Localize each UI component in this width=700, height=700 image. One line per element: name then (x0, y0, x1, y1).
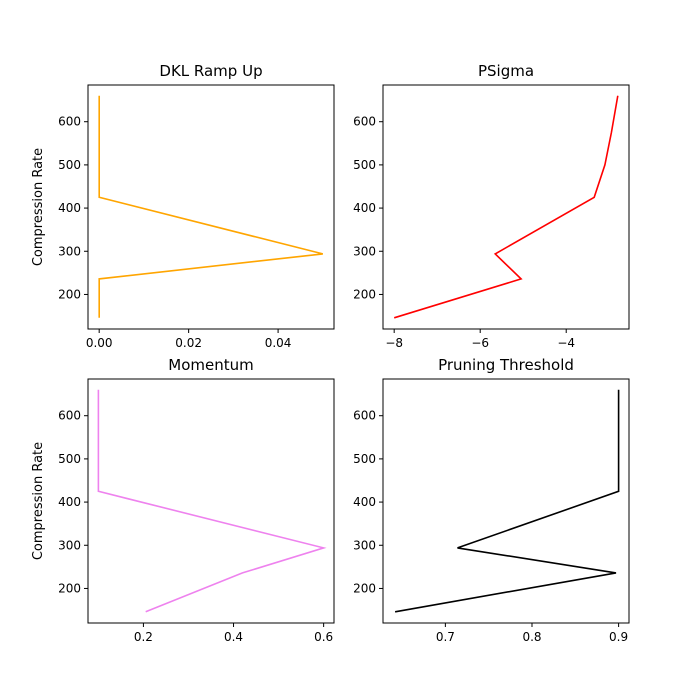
x-tick-label: −8 (385, 336, 403, 350)
x-tick-label: 0.02 (175, 336, 202, 350)
y-tick-label: 400 (58, 495, 81, 509)
x-tick-label: 0.2 (134, 630, 153, 644)
series-line (98, 95, 323, 318)
y-tick-label: 200 (58, 581, 81, 595)
x-tick-label: 0.8 (522, 630, 541, 644)
y-axis-label: Compression Rate (31, 148, 46, 266)
axes-frame (87, 378, 335, 624)
x-tick-label: 0.9 (609, 630, 628, 644)
x-tick-label: 0.4 (224, 630, 243, 644)
series-line (97, 389, 327, 613)
y-tick-label: 400 (58, 201, 81, 215)
y-tick-label: 600 (353, 409, 376, 423)
y-tick-label: 600 (58, 409, 81, 423)
y-tick-label: 400 (353, 495, 376, 509)
subplot-title: DKL Ramp Up (159, 62, 262, 80)
y-tick-label: 500 (58, 452, 81, 466)
y-tick-label: 200 (58, 287, 81, 301)
axes-frame (382, 84, 630, 330)
y-tick-label: 200 (353, 287, 376, 301)
x-tick-label: −6 (471, 336, 489, 350)
y-tick-label: 300 (353, 538, 376, 552)
y-tick-label: 300 (58, 538, 81, 552)
x-tick-label: 0.00 (86, 336, 113, 350)
subplot-psigma: PSigma −8 −6 −4 200 300 400 500 600 (353, 62, 630, 350)
axes-frame (382, 378, 630, 624)
y-tick-label: 600 (353, 115, 376, 129)
subplot-pruning-threshold: Pruning Threshold 0.7 0.8 0.9 200 300 400 500 6… (353, 356, 630, 644)
x-tick-label: 0.7 (436, 630, 455, 644)
subplot-title: Momentum (168, 356, 253, 374)
axes-frame (87, 84, 335, 330)
y-tick-label: 500 (58, 158, 81, 172)
subplot-momentum: Momentum Compression Rate 0.2 0.4 0.6 200 30… (31, 356, 335, 644)
y-tick-label: 300 (58, 244, 81, 258)
y-tick-label: 300 (353, 244, 376, 258)
series-line (393, 95, 619, 319)
y-axis-label: Compression Rate (31, 442, 46, 560)
y-tick-label: 400 (353, 201, 376, 215)
series-line (394, 389, 620, 613)
y-tick-label: 500 (353, 158, 376, 172)
x-tick-label: 0.04 (265, 336, 292, 350)
subplot-title: PSigma (478, 62, 534, 80)
y-tick-label: 500 (353, 452, 376, 466)
x-tick-label: 0.6 (314, 630, 333, 644)
y-tick-label: 600 (58, 115, 81, 129)
subplot-dkl-ramp-up: DKL Ramp Up Compression Rate 0.00 0.02 0.0… (31, 62, 335, 350)
subplot-title: Pruning Threshold (438, 356, 574, 374)
x-tick-label: −4 (557, 336, 575, 350)
y-tick-label: 200 (353, 581, 376, 595)
